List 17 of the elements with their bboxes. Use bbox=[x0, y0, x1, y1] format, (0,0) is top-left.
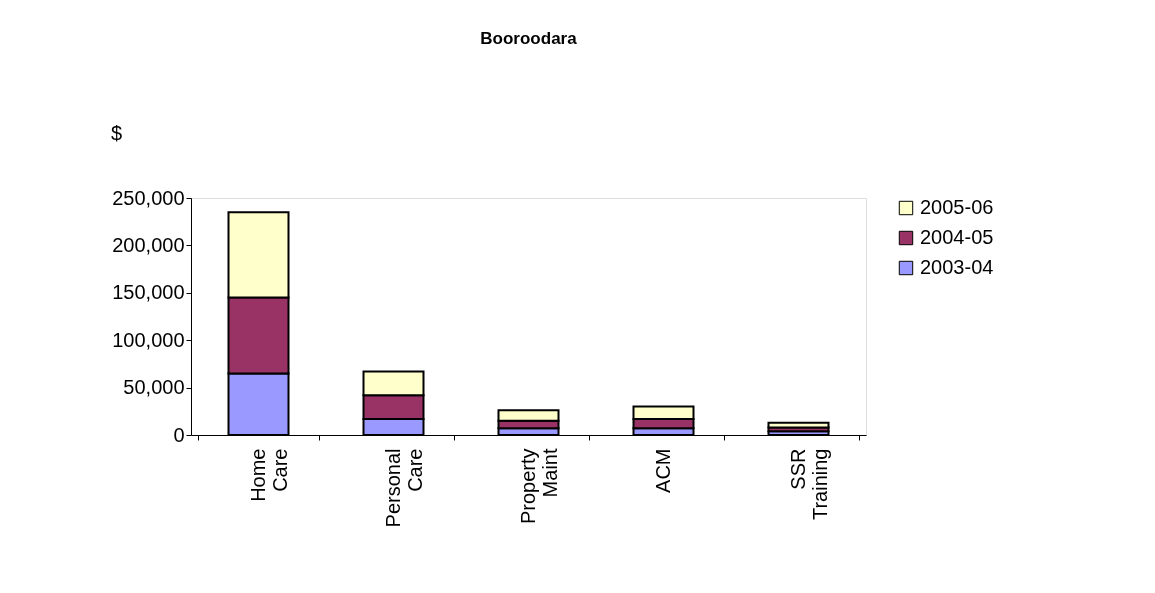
legend-label: 2005-06 bbox=[920, 196, 994, 218]
x-tick-label: Property Maint bbox=[517, 448, 561, 525]
legend-label: 2003-04 bbox=[920, 256, 994, 278]
x-tick-label: Home Care bbox=[247, 448, 291, 502]
x-tick-label: Personal Care bbox=[382, 448, 426, 528]
y-tick-label: 250,000 bbox=[112, 186, 185, 209]
y-tick-label: 200,000 bbox=[112, 233, 185, 256]
y-tick-label: 100,000 bbox=[112, 328, 185, 351]
x-tick-label: ACM bbox=[652, 448, 674, 493]
y-tick-label: 0 bbox=[173, 423, 185, 446]
legend-label: 2004-05 bbox=[920, 226, 994, 248]
y-tick-label: 50,000 bbox=[123, 376, 185, 399]
x-tick-label: SSR Training bbox=[787, 448, 831, 521]
y-tick-label: 150,000 bbox=[112, 281, 185, 304]
bar bbox=[767, 421, 830, 429]
y-axis-title: $ bbox=[110, 121, 123, 144]
chart-title: Booroodara bbox=[480, 29, 578, 48]
